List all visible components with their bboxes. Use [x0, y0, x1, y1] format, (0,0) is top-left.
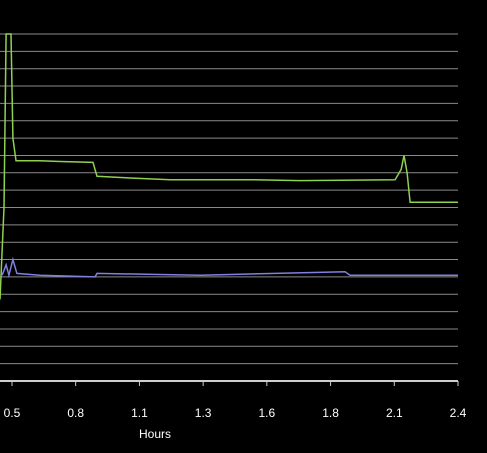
series-line	[1, 256, 458, 279]
x-axis-label: Hours	[139, 427, 171, 441]
x-tick-label: 2.4	[450, 406, 467, 420]
x-tick-label: 1.1	[131, 406, 148, 420]
x-tick-label: 2.1	[386, 406, 403, 420]
x-tick-label: 1.8	[322, 406, 339, 420]
x-tick-label: 0.8	[67, 406, 84, 420]
x-tick-label: 1.3	[195, 406, 212, 420]
series-line	[0, 33, 458, 300]
x-tick-label: 0.5	[4, 406, 21, 420]
x-tick-label: 1.6	[258, 406, 275, 420]
